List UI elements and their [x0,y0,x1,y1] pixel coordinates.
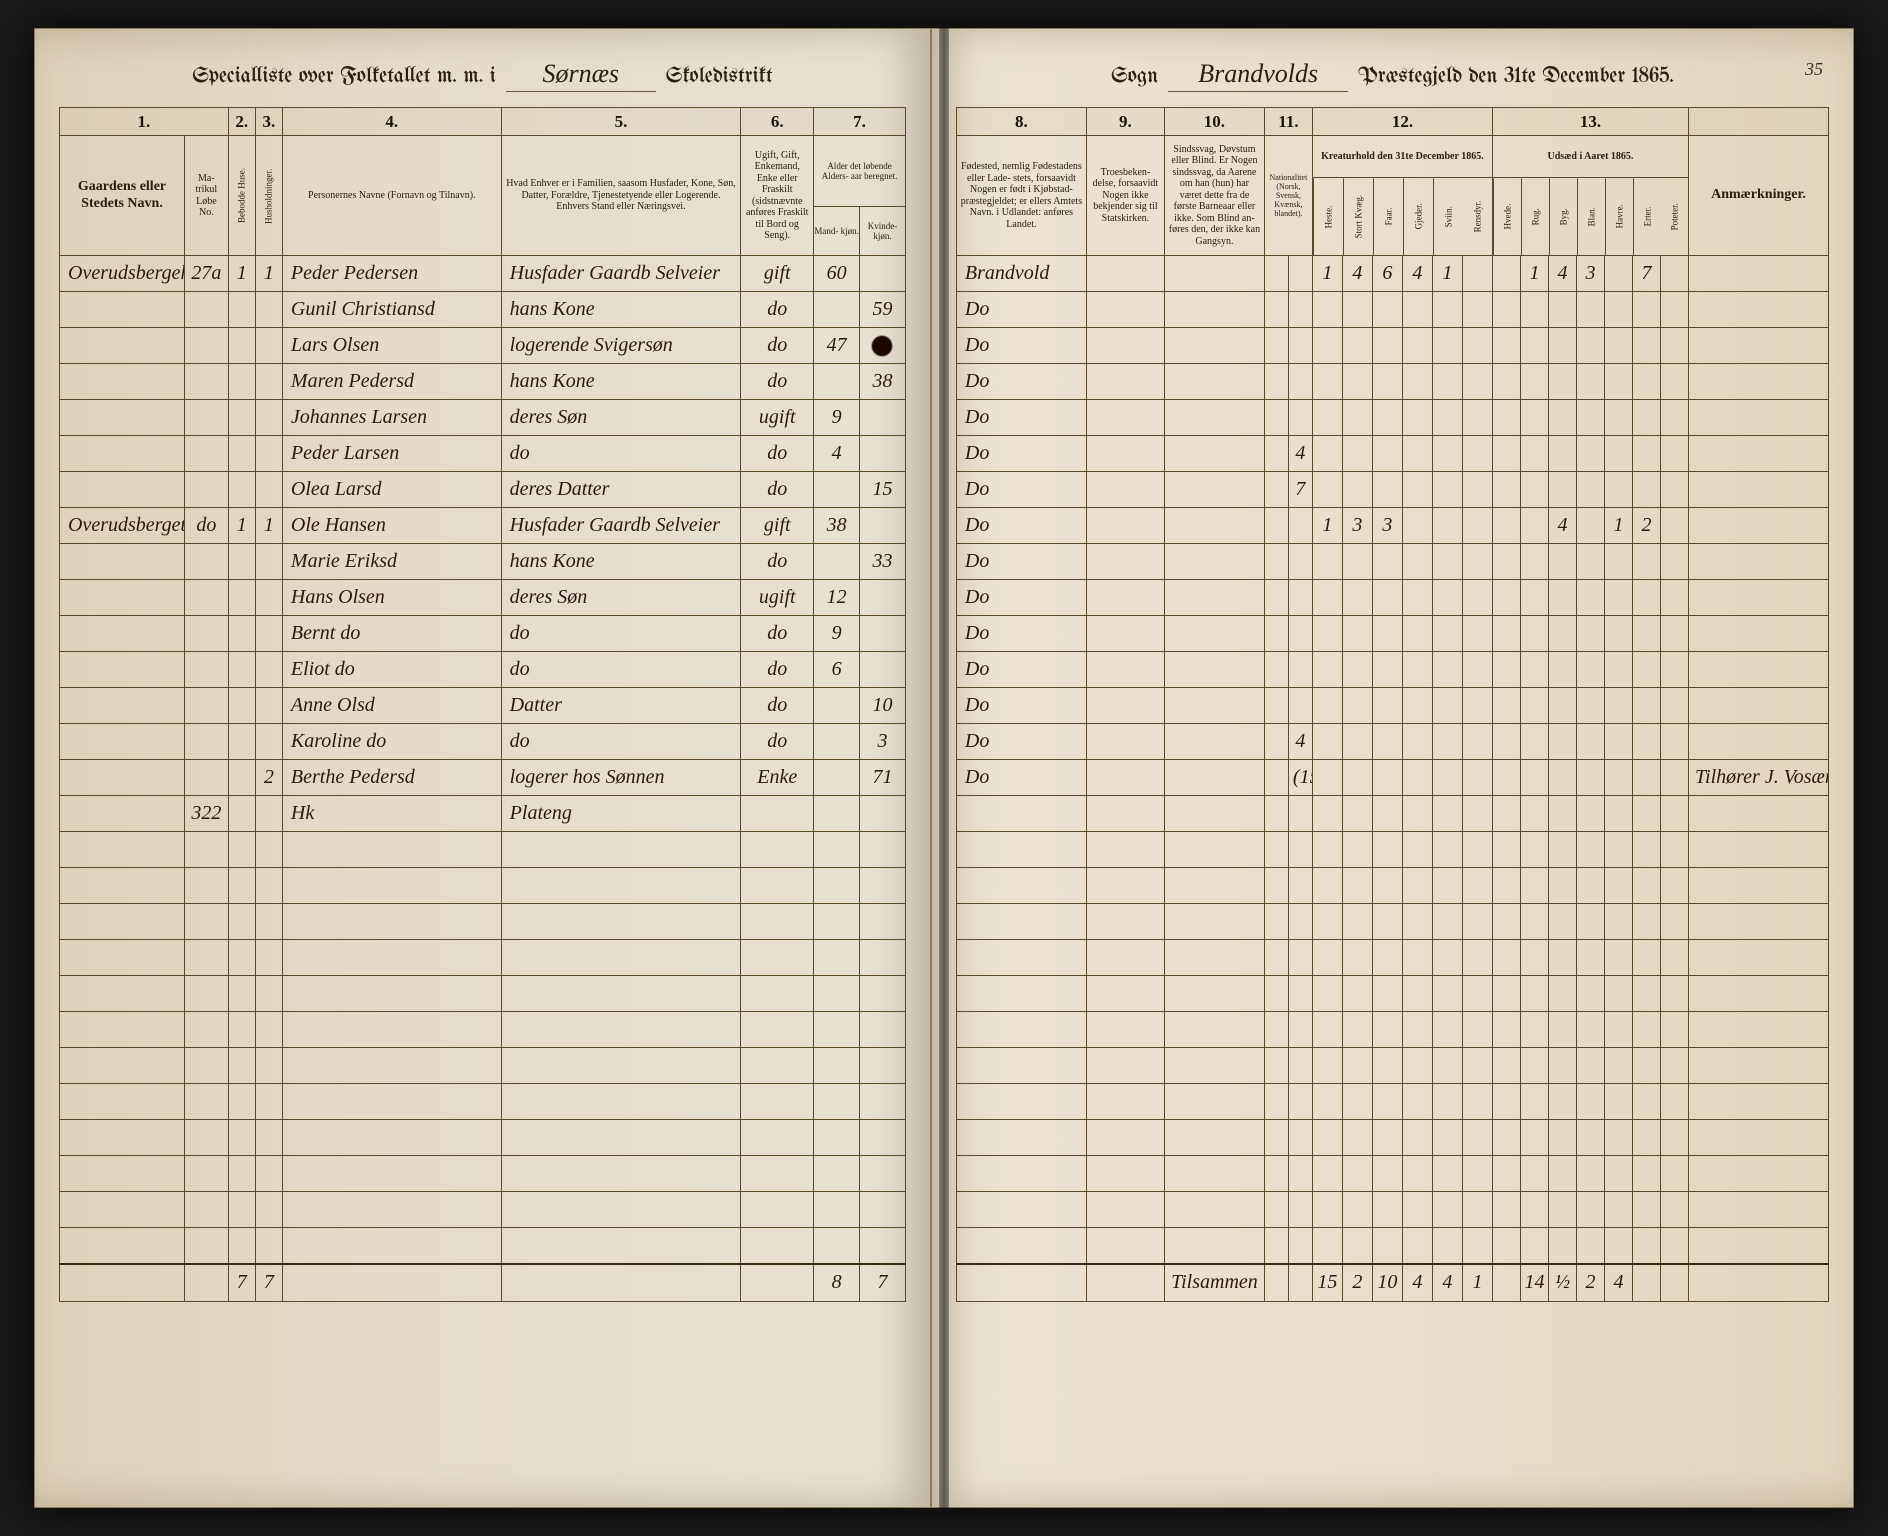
table-row: Maren Pedersdhans Konedo38 [60,364,906,400]
table-row: 322HkPlateng [60,796,906,832]
table-row [60,1156,906,1192]
right-header-parish: Brandvolds [1168,59,1348,92]
left-header-prefix: Specialliste over Folketallet m. m. i [192,65,495,88]
table-row: Brandvold146411437 [956,256,1828,292]
right-header-suffix: Præstegjeld den 31te December 1865. [1358,65,1674,88]
table-row [60,1228,906,1264]
right-col-numbers: 8. 9. 10. 11. 12. 13. [956,108,1828,136]
hdr-seed: Udsæd i Aaret 1865. Hvede.Rug.Byg.Blan.H… [1492,136,1688,256]
right-col-headers: Fødested, nemlig Fødestadens eller Lade-… [956,136,1828,256]
table-row: Do133412 [956,508,1828,544]
table-row: Johannes Larsenderes Sønugift9 [60,400,906,436]
table-row [956,904,1828,940]
left-header-district: Sørnæs [506,59,656,92]
table-row [956,1120,1828,1156]
table-row: Do [956,364,1828,400]
hdr-disability: Sindssvag, Døvstum eller Blind. Er Nogen… [1164,136,1264,256]
table-row [60,1120,906,1156]
table-row [956,796,1828,832]
table-row: Do4 [956,436,1828,472]
table-row: Olea Larsdderes Datterdo15 [60,472,906,508]
table-row: Hans Olsenderes Sønugift12 [60,580,906,616]
table-row: Karoline dododo3 [60,724,906,760]
table-row: Do [956,580,1828,616]
table-row [60,868,906,904]
table-row [60,904,906,940]
table-row: Do [956,652,1828,688]
table-row: Marie Eriksdhans Konedo33 [60,544,906,580]
left-sum-row: 7 7 8 7 [60,1264,906,1302]
table-row: Peder Larsendodo4 [60,436,906,472]
table-row: Lars Olsenlogerende Svigersøndo47 [60,328,906,364]
hdr-nationality: Nationalitet (Norsk, Svensk, Kvænsk, bla… [1264,136,1312,256]
table-row [60,976,906,1012]
hdr-households: Husholdninger. [255,136,282,256]
right-sum-row: Tilsammen 15 2 10 4 4 1 14 ½ 2 4 [956,1264,1828,1302]
left-col-numbers: 1. 2. 3. 4. 5. 6. 7. [60,108,906,136]
table-row: Overudsbergetdo11Ole HansenHusfader Gaar… [60,508,906,544]
table-row: Do [956,688,1828,724]
hdr-names: Personernes Navne (Fornavn og Tilnavn). [282,136,501,256]
hdr-role: Hvad Enhver er i Familien, saasom Husfad… [501,136,741,256]
left-page: Specialliste over Folketallet m. m. i Sø… [34,28,931,1508]
table-row [956,868,1828,904]
right-header-prefix: Sogn [1111,65,1158,88]
table-row: Eliot dododo6 [60,652,906,688]
hdr-matrikul: Ma- trikul Løbe No. [185,136,229,256]
table-row: Do [956,400,1828,436]
table-row [956,1048,1828,1084]
hdr-houses: Bebodde Huse. [228,136,255,256]
table-row: Do [956,544,1828,580]
table-row [60,1012,906,1048]
left-col-headers: Gaardens eller Stedets Navn. Ma- trikul … [60,136,906,256]
table-row [60,1048,906,1084]
right-header: Sogn Brandvolds Præstegjeld den 31te Dec… [956,59,1829,93]
table-row [60,940,906,976]
table-row: Bernt dododo9 [60,616,906,652]
right-table: 8. 9. 10. 11. 12. 13. Fødested, nemlig F… [956,107,1829,1302]
table-row [60,1192,906,1228]
book-spine [939,28,949,1508]
table-row [956,1012,1828,1048]
table-row [956,976,1828,1012]
table-row [956,1228,1828,1264]
table-row: Do7 [956,472,1828,508]
census-ledger: Specialliste over Folketallet m. m. i Sø… [34,28,1854,1508]
table-row [956,940,1828,976]
table-row: Do(15) 8Tilhører J. Vosænde [956,760,1828,796]
left-header: Specialliste over Folketallet m. m. i Sø… [59,59,906,93]
page-number: 35 [1805,59,1823,80]
hdr-livestock: Kreaturhold den 31te December 1865. Hest… [1312,136,1492,256]
table-row: Do [956,292,1828,328]
hdr-birthplace: Fødested, nemlig Fødestadens eller Lade-… [956,136,1086,256]
table-row: Do [956,616,1828,652]
table-row [60,832,906,868]
hdr-notes: Anmærkninger. [1689,136,1829,256]
left-table: 1. 2. 3. 4. 5. 6. 7. Gaardens eller Sted… [59,107,906,1302]
table-row: 2Berthe Pedersdlogerer hos SønnenEnke71 [60,760,906,796]
table-row: Do [956,328,1828,364]
table-row [60,1084,906,1120]
table-row [956,1156,1828,1192]
table-row [956,832,1828,868]
hdr-faith: Troesbeken- delse, forsaavidt Nogen ikke… [1086,136,1164,256]
right-page: 35 Sogn Brandvolds Præstegjeld den 31te … [931,28,1854,1508]
left-header-suffix: Skoledistrikt [666,65,773,88]
hdr-status: Ugift, Gift, Enkemand, Enke eller Fraski… [741,136,814,256]
table-row [956,1192,1828,1228]
table-row: Gunil Christiansdhans Konedo59 [60,292,906,328]
hdr-age: Alder det løbende Alders- aar beregnet. … [814,136,906,256]
table-row: Overudsbergeh27a11Peder PedersenHusfader… [60,256,906,292]
table-row: Do4 [956,724,1828,760]
table-row [956,1084,1828,1120]
table-row: Anne OlsdDatterdo10 [60,688,906,724]
hdr-place: Gaardens eller Stedets Navn. [60,136,185,256]
